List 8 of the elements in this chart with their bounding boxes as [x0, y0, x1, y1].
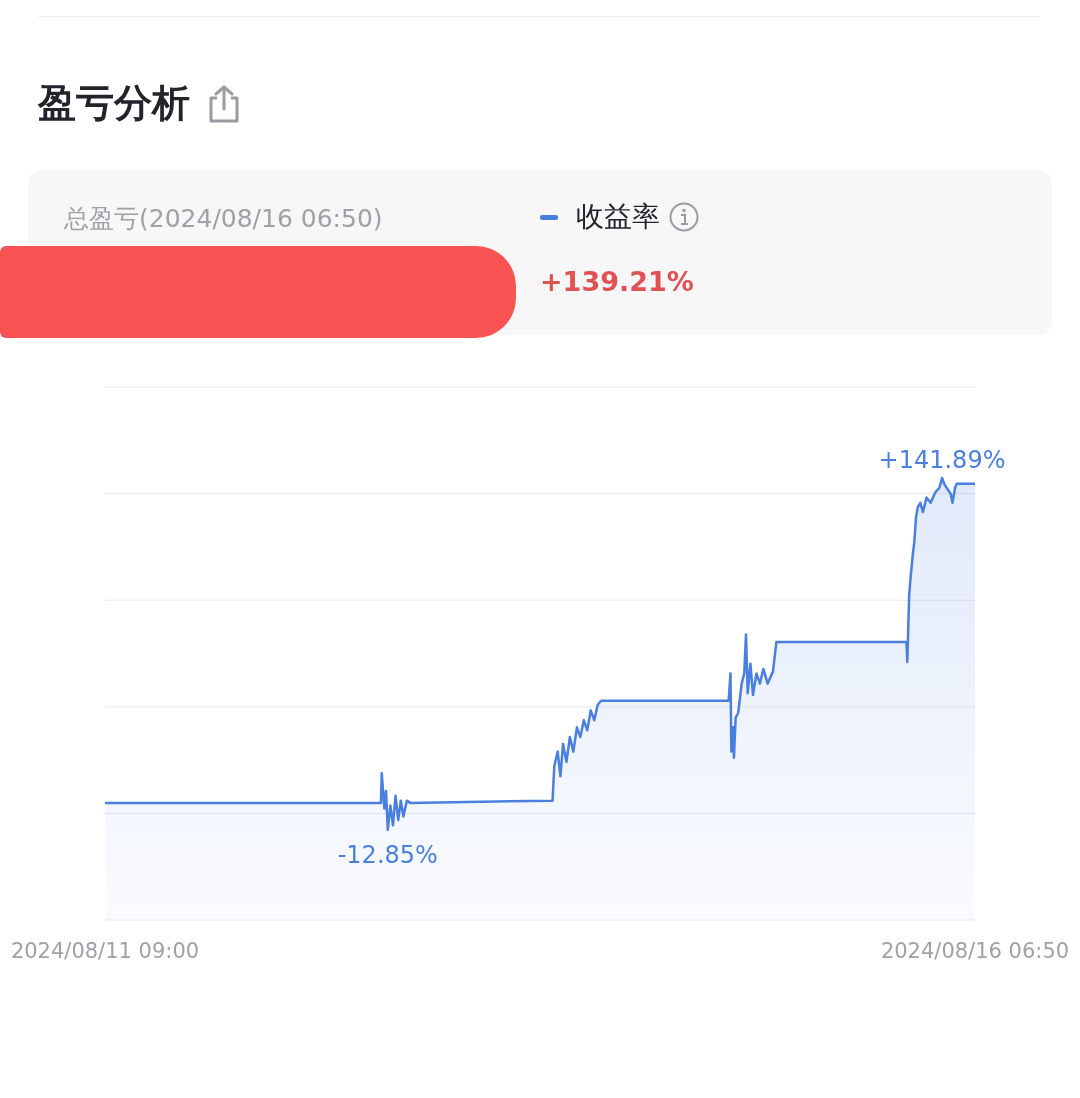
x-tick-label: 2024/08/11 09:00 [10, 939, 200, 963]
legend-label: 收益率 [576, 199, 660, 235]
text: 总盈亏(2024/08/16 06:50) [64, 203, 383, 235]
text: +141.89% [878, 446, 1006, 475]
annotation: -12.85% [337, 840, 438, 869]
chart-title: 盈亏分析 [38, 80, 190, 127]
text: +139.21% [540, 266, 694, 297]
x-tick-label: 2024/08/16 06:50 [880, 939, 1070, 963]
